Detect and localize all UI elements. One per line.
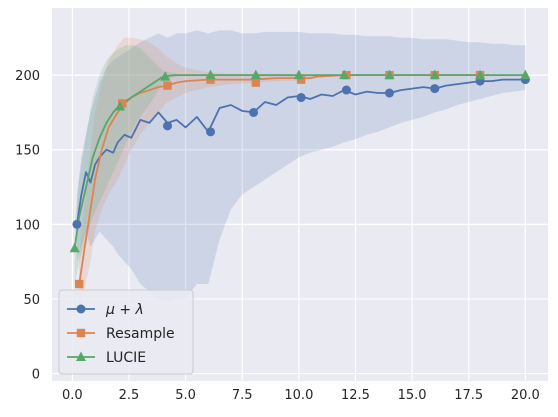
lucie-marker: [250, 69, 261, 80]
x-tick-label: 12.5: [341, 388, 370, 403]
resample-marker: [206, 75, 215, 84]
lucie-marker: [293, 69, 304, 80]
lucie-marker: [520, 69, 531, 80]
lucie-marker: [114, 100, 125, 111]
lucie-marker: [69, 242, 80, 253]
lucie-line: [73, 74, 526, 249]
lucie-marker: [384, 69, 395, 80]
legend-marker-resample: [76, 328, 86, 338]
x-tick-label: 20.0: [511, 388, 540, 403]
lucie-band: [74, 45, 526, 284]
y-tick-label: 100: [15, 218, 40, 233]
resample-marker: [74, 279, 84, 289]
legend-box: [58, 289, 194, 375]
x-tick-label: 0.0: [62, 388, 83, 403]
confidence-bands: [74, 30, 526, 314]
legend-marker-lucie: [76, 351, 86, 361]
mu-lambda-band: [76, 30, 526, 302]
lucie-marker: [475, 69, 486, 80]
legend-marker-mu-lambda: [76, 304, 86, 314]
lucie-marker: [429, 69, 440, 80]
legend-label-lucie: LUCIE: [106, 350, 146, 366]
x-tick-label: 5.0: [175, 388, 196, 403]
lucie-marker: [339, 69, 350, 80]
y-tick-label: 200: [15, 69, 40, 84]
mu-lambda-marker: [163, 121, 173, 131]
resample-line: [78, 74, 481, 285]
x-tick-label: 17.5: [454, 388, 483, 403]
x-tick-label: 15.0: [398, 388, 427, 403]
legend-label-resample: Resample: [106, 326, 175, 342]
mu-lambda-marker: [249, 107, 259, 117]
resample-marker: [296, 75, 306, 84]
mu-lambda-marker: [72, 219, 82, 229]
legend: μ + λ Resample LUCIE: [58, 289, 194, 375]
lucie-marker: [160, 71, 171, 81]
mu-lambda-marker: [206, 127, 216, 137]
x-tick-label: 10.0: [284, 388, 313, 403]
mu-lambda-marker: [430, 84, 440, 94]
y-tick-label: 150: [15, 144, 40, 159]
y-tick-label: 0: [32, 368, 40, 383]
series-markers: [69, 69, 531, 289]
x-tick-label: 7.5: [232, 388, 253, 403]
resample-marker: [251, 78, 261, 87]
x-tick-label: 2.5: [119, 388, 140, 403]
mu-lambda-marker: [341, 85, 351, 95]
resample-band: [79, 37, 481, 314]
x-axis-ticks: 0.0 2.5 5.0 7.5 10.0 12.5 15.0 17.5 20.0: [62, 388, 540, 403]
resample-marker: [163, 81, 172, 90]
resample-marker: [118, 99, 127, 108]
y-axis-ticks: 0 50 100 150 200: [15, 69, 40, 382]
mu-lambda-marker: [296, 93, 306, 103]
legend-label-mu-lambda: μ + λ: [105, 302, 144, 318]
mu-lambda-marker: [384, 88, 394, 98]
lucie-marker: [205, 69, 216, 80]
y-tick-label: 50: [23, 293, 40, 308]
